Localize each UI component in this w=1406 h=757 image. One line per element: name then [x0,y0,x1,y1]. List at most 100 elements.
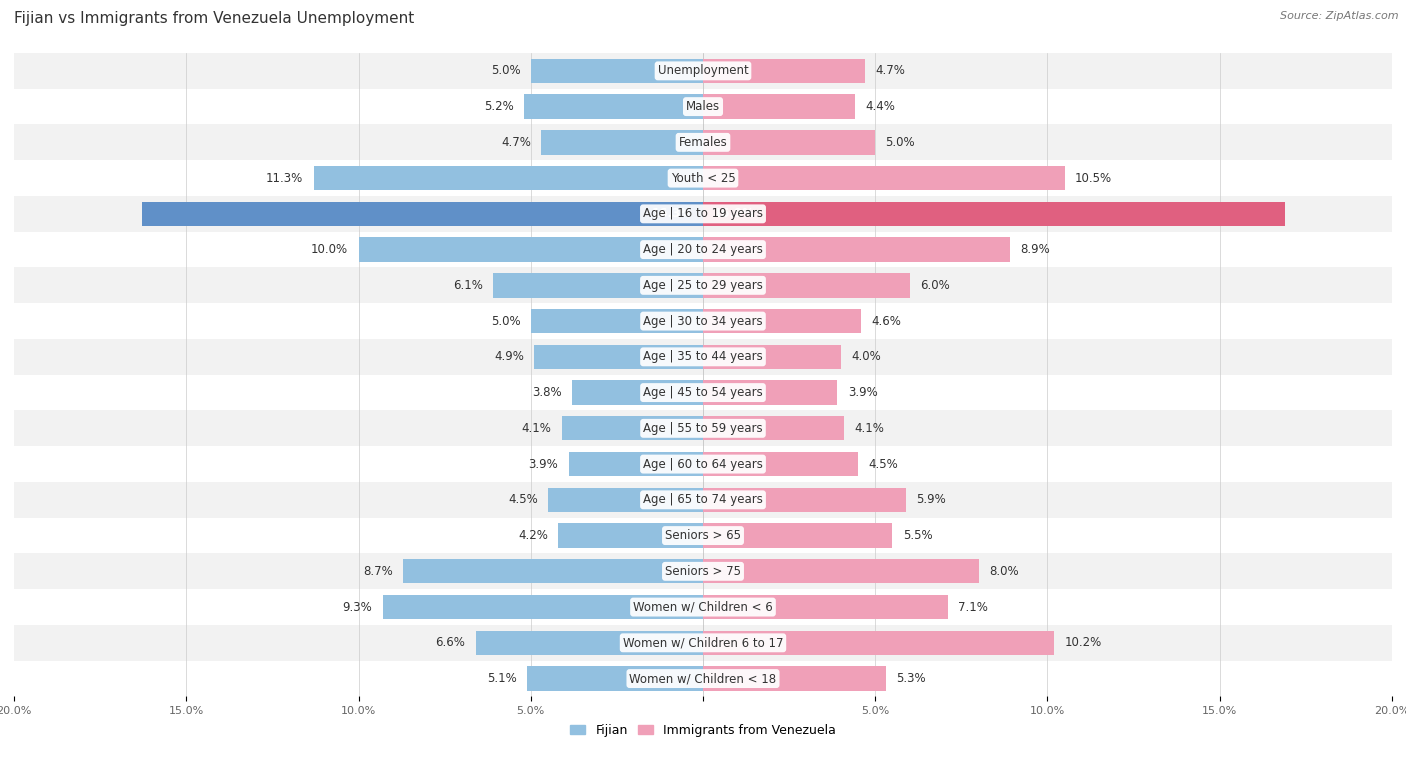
Text: 5.2%: 5.2% [484,100,513,113]
Bar [703,595,948,619]
Text: 6.6%: 6.6% [436,637,465,650]
Bar [14,196,1392,232]
Bar [703,238,1010,262]
Bar [14,375,1392,410]
Text: 4.5%: 4.5% [869,457,898,471]
Bar [703,309,862,333]
Bar [703,201,1285,226]
Text: 4.7%: 4.7% [875,64,905,77]
Text: Age | 55 to 59 years: Age | 55 to 59 years [643,422,763,435]
Text: Source: ZipAtlas.com: Source: ZipAtlas.com [1281,11,1399,21]
Bar [14,304,1392,339]
Text: 10.0%: 10.0% [311,243,349,256]
Text: 8.7%: 8.7% [363,565,392,578]
Text: 3.9%: 3.9% [848,386,877,399]
Bar [14,410,1392,446]
Text: Age | 65 to 74 years: Age | 65 to 74 years [643,494,763,506]
Bar [562,416,703,441]
Bar [703,381,838,405]
Bar [703,166,1064,190]
Text: Fijian vs Immigrants from Venezuela Unemployment: Fijian vs Immigrants from Venezuela Unem… [14,11,415,26]
Text: Age | 35 to 44 years: Age | 35 to 44 years [643,350,763,363]
Text: 10.5%: 10.5% [1076,172,1112,185]
Text: 5.9%: 5.9% [917,494,946,506]
Text: 3.9%: 3.9% [529,457,558,471]
Bar [475,631,703,655]
Bar [558,523,703,548]
Text: Age | 16 to 19 years: Age | 16 to 19 years [643,207,763,220]
Bar [527,666,703,690]
Text: Youth < 25: Youth < 25 [671,172,735,185]
Bar [568,452,703,476]
Text: 7.1%: 7.1% [957,600,988,614]
Bar [703,59,865,83]
Text: Age | 30 to 34 years: Age | 30 to 34 years [643,315,763,328]
Text: 4.6%: 4.6% [872,315,901,328]
Text: Women w/ Children < 6: Women w/ Children < 6 [633,600,773,614]
Bar [14,267,1392,304]
Text: 16.9%: 16.9% [713,207,755,220]
Text: Males: Males [686,100,720,113]
Bar [14,661,1392,696]
Bar [703,344,841,369]
Bar [703,666,886,690]
Bar [703,273,910,298]
Legend: Fijian, Immigrants from Venezuela: Fijian, Immigrants from Venezuela [565,718,841,742]
Text: 4.4%: 4.4% [865,100,894,113]
Text: Age | 45 to 54 years: Age | 45 to 54 years [643,386,763,399]
Bar [14,160,1392,196]
Bar [524,95,703,119]
Text: 8.0%: 8.0% [988,565,1018,578]
Text: 4.2%: 4.2% [519,529,548,542]
Text: Age | 25 to 29 years: Age | 25 to 29 years [643,279,763,292]
Text: 5.5%: 5.5% [903,529,932,542]
Bar [494,273,703,298]
Bar [534,344,703,369]
Bar [14,625,1392,661]
Text: 6.0%: 6.0% [920,279,950,292]
Text: Women w/ Children < 18: Women w/ Children < 18 [630,672,776,685]
Text: 9.3%: 9.3% [343,600,373,614]
Bar [14,482,1392,518]
Bar [531,309,703,333]
Bar [14,446,1392,482]
Text: 5.0%: 5.0% [491,64,520,77]
Text: 5.0%: 5.0% [886,136,915,149]
Bar [14,589,1392,625]
Bar [404,559,703,584]
Bar [703,559,979,584]
Bar [572,381,703,405]
Text: 4.0%: 4.0% [851,350,882,363]
Text: Women w/ Children 6 to 17: Women w/ Children 6 to 17 [623,637,783,650]
Text: Unemployment: Unemployment [658,64,748,77]
Bar [703,523,893,548]
Bar [314,166,703,190]
Bar [541,130,703,154]
Bar [14,553,1392,589]
Text: 3.8%: 3.8% [531,386,562,399]
Text: 5.0%: 5.0% [491,315,520,328]
Bar [703,452,858,476]
Text: 4.1%: 4.1% [522,422,551,435]
Text: 4.9%: 4.9% [494,350,524,363]
Bar [14,89,1392,124]
Bar [14,232,1392,267]
Text: 11.3%: 11.3% [266,172,304,185]
Text: Age | 20 to 24 years: Age | 20 to 24 years [643,243,763,256]
Text: 5.3%: 5.3% [896,672,925,685]
Bar [703,416,844,441]
Bar [14,518,1392,553]
Text: Females: Females [679,136,727,149]
Text: Seniors > 65: Seniors > 65 [665,529,741,542]
Bar [548,488,703,512]
Bar [703,95,855,119]
Text: 8.9%: 8.9% [1019,243,1050,256]
Bar [14,53,1392,89]
Text: Age | 60 to 64 years: Age | 60 to 64 years [643,457,763,471]
Text: 16.3%: 16.3% [652,207,693,220]
Text: 4.1%: 4.1% [855,422,884,435]
Text: 4.5%: 4.5% [508,494,537,506]
Text: 6.1%: 6.1% [453,279,482,292]
Text: 5.1%: 5.1% [488,672,517,685]
Text: Seniors > 75: Seniors > 75 [665,565,741,578]
